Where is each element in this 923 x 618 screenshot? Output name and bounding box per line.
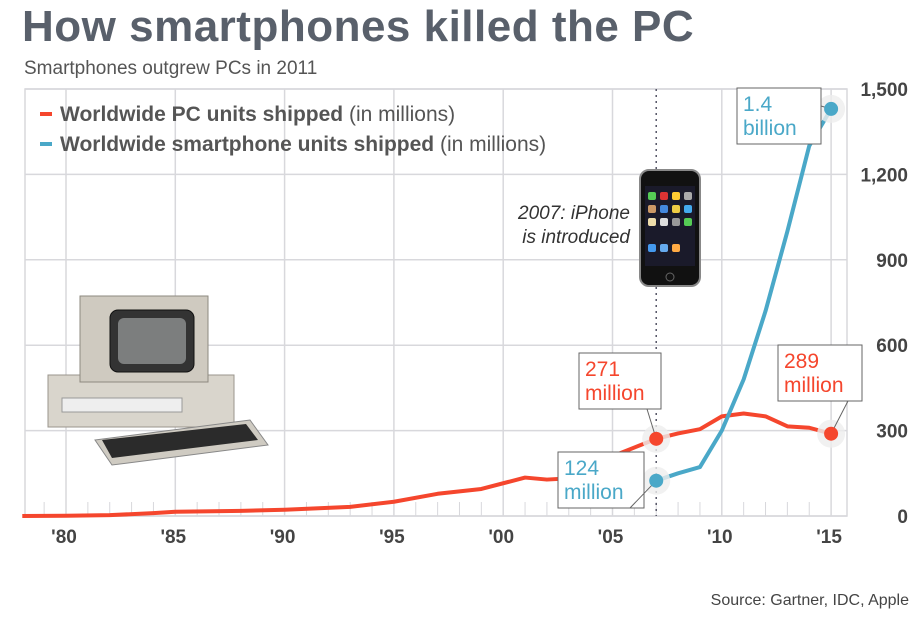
pc-drives (61, 397, 183, 413)
iphone-illustration (639, 169, 701, 287)
legend-entry: Worldwide smartphone units shipped (in m… (60, 133, 546, 156)
line-chart: 0 300 600 900 1,200 1,500 '80 '85 '90 '95 '00 '05 '1… (22, 80, 908, 548)
data-point (824, 426, 839, 441)
annotation-value: 124 (564, 457, 599, 480)
legend-series-name: Worldwide smartphone units shipped (60, 133, 440, 156)
x-tick-label: '15 (816, 527, 842, 548)
app-icon (684, 205, 692, 213)
app-icon (672, 205, 680, 213)
annotation-unit: million (564, 481, 624, 504)
x-tick-label: '10 (707, 527, 733, 548)
y-tick-label: 1,500 (860, 80, 908, 101)
app-icon (648, 192, 656, 200)
x-tick-label: '90 (270, 527, 296, 548)
data-point (824, 101, 839, 116)
app-icon (684, 218, 692, 226)
data-point (649, 473, 664, 488)
legend-unit: (in millions) (349, 103, 455, 126)
chart-subtitle: Smartphones outgrew PCs in 2011 (24, 58, 318, 79)
data-point (649, 431, 664, 446)
x-tick-label: '00 (488, 527, 514, 548)
y-tick-label: 900 (876, 251, 908, 272)
app-icon (648, 244, 656, 252)
pc-illustration (47, 295, 269, 466)
legend-entry: Worldwide PC units shipped (in millions) (60, 103, 455, 126)
legend-series-name: Worldwide PC units shipped (60, 103, 349, 126)
source-note: Source: Gartner, IDC, Apple (710, 592, 909, 609)
app-icon (648, 205, 656, 213)
y-tick-label: 0 (897, 507, 908, 528)
y-tick-label: 300 (876, 422, 908, 443)
annotation-box (736, 87, 822, 145)
event-label: 2007: iPhone (517, 203, 630, 224)
smartphone-series-line (655, 107, 833, 483)
annotation-box (777, 344, 863, 402)
app-icon (672, 218, 680, 226)
annotation-box (557, 451, 645, 509)
app-icon (684, 192, 692, 200)
x-tick-label: '95 (379, 527, 405, 548)
annotation-unit: billion (743, 117, 797, 140)
app-icon (672, 244, 680, 252)
app-icon (660, 218, 668, 226)
pc-screen-glass (118, 318, 186, 364)
annotation-box (578, 352, 662, 410)
x-tick-label: '85 (160, 527, 186, 548)
app-icon (660, 192, 668, 200)
pc-series-line (22, 411, 832, 518)
pc-keys (102, 424, 258, 458)
annotation-value: 271 (585, 358, 620, 381)
app-icon (660, 205, 668, 213)
chart-title: How smartphones killed the PC (22, 2, 695, 51)
legend-unit: (in millions) (440, 133, 546, 156)
annotation-unit: million (585, 382, 645, 405)
annotation-value: 289 (784, 350, 819, 373)
app-icon (672, 192, 680, 200)
x-tick-label: '80 (51, 527, 77, 548)
iphone-home-button (665, 272, 675, 282)
x-tick-label: '05 (598, 527, 624, 548)
app-icon (660, 244, 668, 252)
annotation-value: 1.4 (743, 93, 773, 116)
event-label: is introduced (522, 227, 631, 248)
y-tick-label: 1,200 (860, 165, 908, 186)
y-tick-label: 600 (876, 336, 908, 357)
annotation-unit: million (784, 374, 844, 397)
app-icon (648, 218, 656, 226)
